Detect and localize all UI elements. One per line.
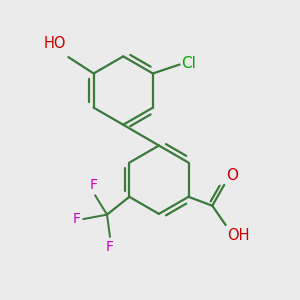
Text: HO: HO xyxy=(44,36,66,51)
Text: F: F xyxy=(73,212,81,226)
Text: Cl: Cl xyxy=(181,56,196,71)
Text: F: F xyxy=(90,178,98,192)
Text: F: F xyxy=(106,240,114,254)
Text: O: O xyxy=(226,167,238,182)
Text: OH: OH xyxy=(227,228,250,243)
